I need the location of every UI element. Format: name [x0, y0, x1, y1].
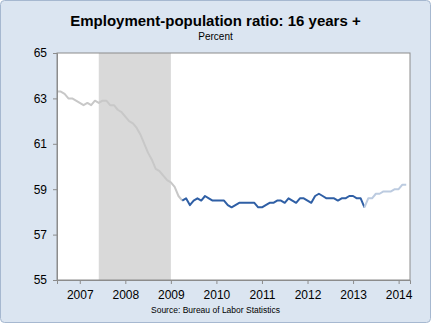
plot-frame: [57, 53, 410, 280]
y-tick-label: 61: [34, 137, 48, 151]
y-tick-mark: [53, 280, 57, 281]
y-tick: 61: [34, 137, 57, 151]
x-tick: 2008: [112, 280, 139, 302]
x-tick-mark: [262, 280, 263, 284]
y-tick-label: 63: [34, 92, 48, 106]
x-tick-mark: [308, 280, 309, 284]
y-tick: 55: [34, 273, 57, 287]
y-tick-mark: [53, 189, 57, 190]
x-tick-label: 2013: [340, 288, 367, 302]
recession-band: [99, 53, 171, 280]
x-tick-label: 2014: [386, 288, 413, 302]
x-tick: 2012: [295, 280, 322, 302]
plot: [57, 53, 406, 280]
x-tick-mark: [216, 280, 217, 284]
y-axis-line: [53, 54, 58, 281]
x-tick-label: 2011: [250, 288, 276, 302]
plot-area: [57, 53, 410, 280]
x-tick-mark: [353, 280, 354, 284]
series-line: [57, 92, 182, 201]
x-tick-mark: [399, 280, 400, 284]
x-axis: 2007 2008 2009 2010 2011 2012 2013 2014: [58, 280, 413, 302]
y-tick-mark: [53, 144, 57, 145]
y-tick-label: 65: [34, 46, 48, 60]
x-axis-line: [58, 281, 411, 285]
subtitle: Percent: [198, 31, 233, 42]
x-tick: 2010: [204, 280, 231, 302]
y-tick-label: 55: [34, 273, 48, 287]
y-tick: 57: [34, 228, 57, 242]
y-tick: 65: [34, 46, 57, 60]
background: [1, 1, 431, 323]
y-tick-label: 57: [34, 228, 48, 242]
x-tick-label: 2007: [67, 288, 94, 302]
x-tick-label: 2008: [112, 288, 139, 302]
series-line: [182, 194, 364, 208]
x-tick: 2007: [67, 280, 94, 302]
y-tick: 59: [34, 183, 57, 197]
x-tick-label: 2009: [158, 288, 185, 302]
x-tick: 2013: [340, 280, 367, 302]
x-tick-mark: [80, 280, 81, 284]
y-tick-mark: [53, 98, 57, 99]
series-line: [364, 185, 406, 208]
x-tick: 2009: [158, 280, 185, 302]
y-axis: 55 57 59 61 63 65: [34, 46, 58, 287]
x-tick: 2014: [386, 280, 413, 302]
source: Source: Bureau of Labor Statistics: [151, 305, 280, 315]
x-tick-mark: [171, 280, 172, 284]
y-tick-mark: [53, 53, 57, 54]
x-tick-mark: [125, 280, 126, 284]
y-tick-label: 59: [34, 183, 48, 197]
x-tick-label: 2010: [204, 288, 231, 302]
y-tick-mark: [53, 235, 57, 236]
x-tick: 2011: [250, 280, 276, 302]
x-tick-label: 2012: [295, 288, 322, 302]
y-tick: 63: [34, 92, 57, 106]
chart: Employment-population ratio: 16 years + P…: [0, 0, 431, 323]
title: Employment-population ratio: 16 years +: [70, 12, 361, 29]
